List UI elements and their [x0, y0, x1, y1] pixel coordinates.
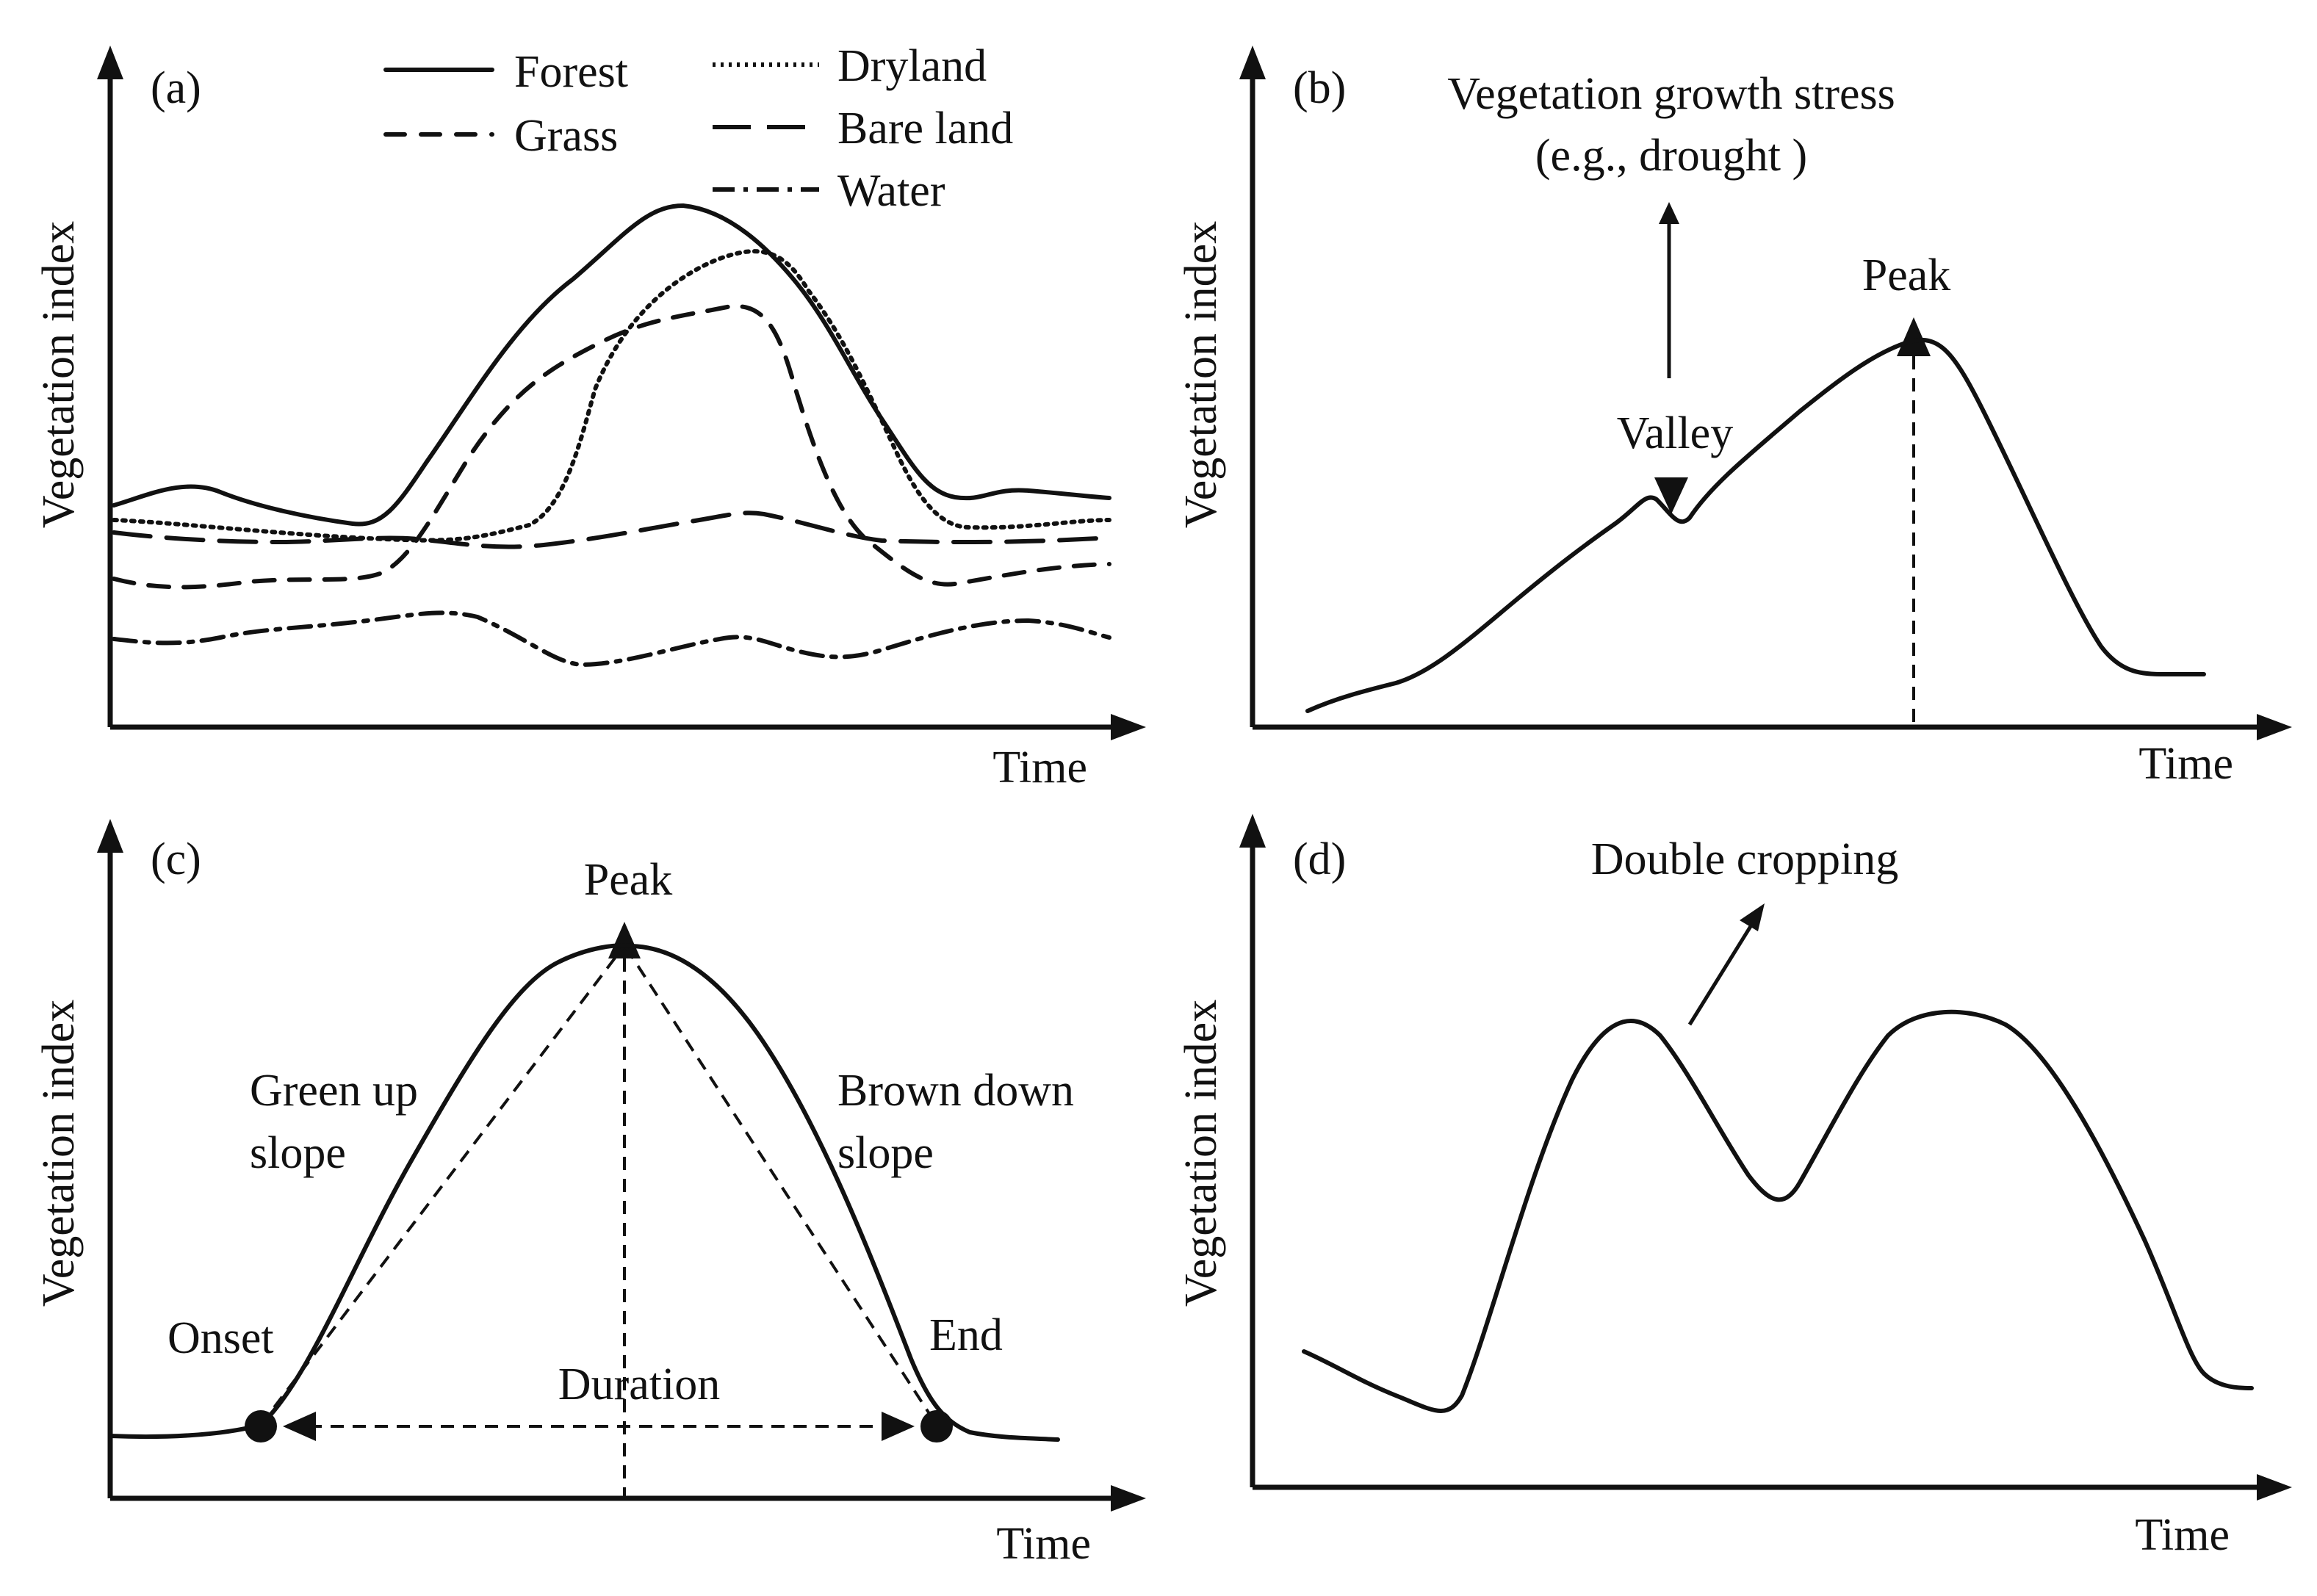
duration-arrow-left	[283, 1412, 316, 1441]
panel-b-x-label: Time	[2138, 739, 2233, 789]
panel-c-y-label: Vegetation index	[34, 1000, 84, 1307]
panel-c-y-axis-arrow	[97, 819, 123, 853]
brown-down-label-line2: slope	[837, 1128, 934, 1178]
panel-c-x-axis-arrow	[1111, 1485, 1146, 1512]
valley-marker	[1654, 477, 1688, 514]
onset-marker	[245, 1410, 277, 1442]
panel-b-y-axis-arrow	[1239, 46, 1266, 79]
legend-label-bare-land: Bare land	[837, 104, 1013, 154]
panel-d-x-label: Time	[2135, 1510, 2230, 1560]
curve-c	[108, 943, 1060, 1442]
peak-label-c: Peak	[584, 855, 673, 905]
panel-a-legend: Forest Grass Dryland Bare land Water	[383, 41, 1013, 216]
end-marker	[920, 1410, 953, 1442]
double-cropping-arrow-head	[1740, 903, 1765, 931]
curve-bare-land	[112, 510, 1111, 549]
curve-grass	[112, 304, 1111, 590]
brown-down-slope-line	[624, 946, 938, 1426]
double-cropping-label: Double cropping	[1591, 834, 1898, 884]
panel-d-y-label: Vegetation index	[1176, 1000, 1226, 1307]
legend-label-grass: Grass	[514, 111, 618, 161]
panel-a-label: (a)	[151, 63, 201, 113]
panel-b: (b) Vegetation index Time Vegetation gro…	[1176, 46, 2292, 789]
panel-d-label: (d)	[1293, 834, 1346, 884]
stress-label-line1: Vegetation growth stress	[1447, 69, 1895, 119]
green-up-label-line1: Green up	[250, 1066, 418, 1116]
peak-marker-b	[1897, 317, 1931, 356]
curve-d	[1302, 1009, 2254, 1413]
panel-b-label: (b)	[1293, 63, 1346, 113]
green-up-label-line2: slope	[250, 1128, 346, 1178]
panel-b-x-axis-arrow	[2257, 714, 2292, 740]
double-cropping-arrow	[1687, 922, 1754, 1026]
stress-label-line2: (e.g., drought )	[1535, 131, 1807, 181]
panel-a-x-label: Time	[992, 743, 1087, 792]
panel-c-x-label: Time	[996, 1519, 1091, 1569]
curve-water	[112, 610, 1111, 667]
panel-d-x-axis-arrow	[2257, 1474, 2292, 1501]
panel-a-x-axis-arrow	[1111, 714, 1146, 740]
brown-down-label-line1: Brown down	[837, 1066, 1074, 1116]
duration-arrow-right	[882, 1412, 915, 1441]
panel-a-y-label: Vegetation index	[34, 221, 84, 528]
green-up-slope-line	[259, 946, 624, 1426]
panel-d: (d) Vegetation index Time Double croppin…	[1176, 814, 2292, 1560]
onset-label: Onset	[167, 1313, 274, 1363]
legend-label-forest: Forest	[514, 47, 628, 97]
duration-label: Duration	[558, 1360, 720, 1409]
panel-c: (c) Vegetation index Time Peak Green up …	[34, 819, 1146, 1569]
peak-label-b: Peak	[1862, 250, 1951, 300]
panel-d-y-axis-arrow	[1239, 814, 1266, 848]
panel-c-label: (c)	[151, 834, 201, 884]
panel-a: (a) Vegetation index Time Forest Grass D…	[34, 41, 1146, 792]
legend-label-water: Water	[837, 166, 945, 216]
end-label: End	[929, 1310, 1003, 1360]
stress-arrow-head	[1659, 202, 1679, 224]
legend-label-dryland: Dryland	[837, 41, 987, 91]
peak-marker-c	[608, 922, 641, 958]
curve-b	[1305, 337, 2206, 713]
curve-forest	[112, 203, 1111, 527]
panel-a-y-axis-arrow	[97, 46, 123, 79]
valley-label: Valley	[1617, 408, 1733, 458]
panel-b-y-label: Vegetation index	[1176, 221, 1226, 528]
